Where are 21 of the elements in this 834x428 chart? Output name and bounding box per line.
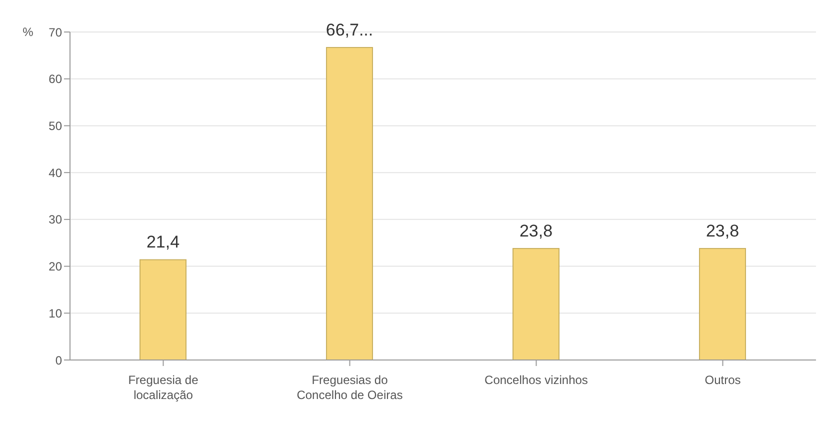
y-tick-label: 40 xyxy=(48,166,62,180)
bar xyxy=(326,46,373,360)
data-label: 23,8 xyxy=(706,221,740,240)
x-tick-label: Freguesia de localização xyxy=(128,373,199,402)
y-tick-label: 50 xyxy=(48,118,62,133)
y-tick-label: 60 xyxy=(48,72,62,86)
bar xyxy=(512,248,560,360)
y-tick-label: 20 xyxy=(48,260,62,274)
x-tick-label: Freguesias do Concelho de Oeiras xyxy=(296,373,403,402)
y-tick-label: 0 xyxy=(55,353,62,368)
x-tick-label: Outros xyxy=(704,373,741,387)
data-label: 21,4 xyxy=(146,232,180,252)
y-axis-title: % xyxy=(22,25,34,39)
data-label: 66,7... xyxy=(326,20,374,40)
bar xyxy=(140,259,186,360)
y-tick-label: 70 xyxy=(48,25,62,40)
bar xyxy=(699,248,746,360)
data-label: 23,8 xyxy=(519,221,553,240)
y-tick-label: 30 xyxy=(48,212,62,227)
y-tick-label: 10 xyxy=(48,306,62,320)
x-tick-label: Concelhos vizinhos xyxy=(484,373,588,387)
